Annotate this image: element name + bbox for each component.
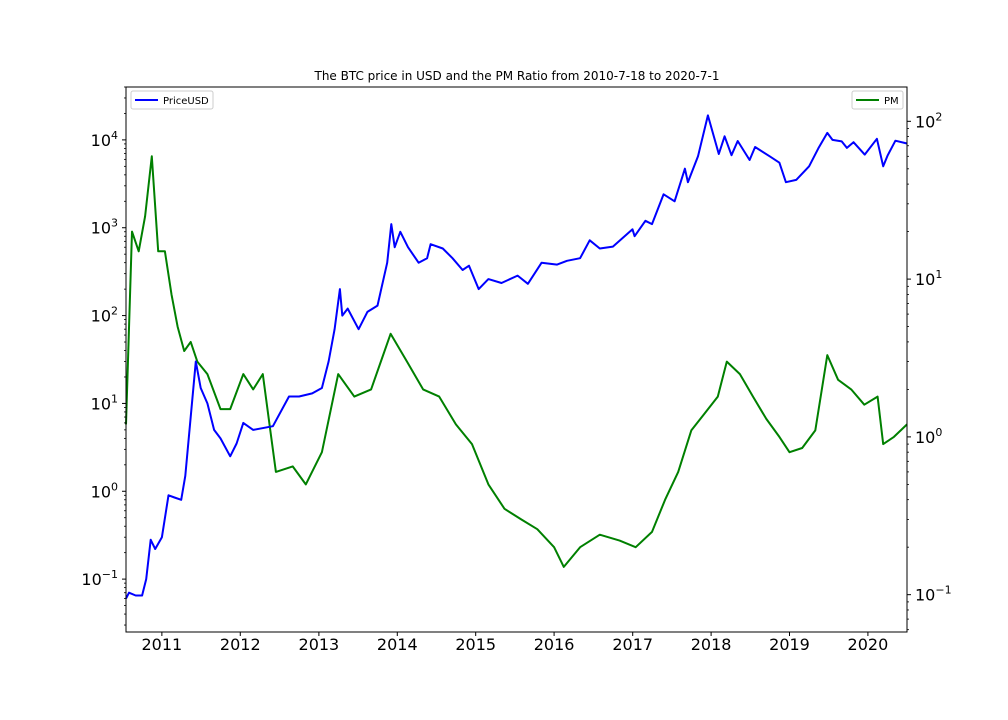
legend-left: PriceUSD bbox=[130, 90, 214, 110]
x-tick-label: 2013 bbox=[299, 635, 340, 654]
plot-frame bbox=[125, 86, 908, 633]
left-y-tick-label: 101 bbox=[91, 392, 118, 413]
legend-right: PM bbox=[851, 90, 904, 110]
left-y-axis: 10−1 100 101 102 103 104 bbox=[81, 86, 126, 626]
x-tick-label: 2019 bbox=[769, 635, 810, 654]
series-line-priceusd bbox=[125, 114, 908, 600]
x-tick-label: 2012 bbox=[220, 635, 261, 654]
right-y-tick-label: 100 bbox=[915, 426, 942, 447]
x-tick-label: 2018 bbox=[691, 635, 732, 654]
legend-left-box bbox=[130, 90, 214, 110]
x-tick-label: 2020 bbox=[848, 635, 889, 654]
x-tick-label: 2014 bbox=[377, 635, 418, 654]
right-y-tick-label: 10−1 bbox=[915, 584, 952, 605]
legend-pm-label: PM bbox=[884, 96, 899, 107]
legend-priceusd-label: PriceUSD bbox=[163, 96, 209, 107]
left-y-tick-label: 10−1 bbox=[81, 568, 118, 589]
x-axis: 2011 2012 2013 2014 2015 2016 2017 2018 2019 2020 bbox=[142, 632, 889, 654]
x-tick-label: 2011 bbox=[142, 635, 183, 654]
left-y-tick-label: 104 bbox=[91, 129, 118, 150]
x-tick-label: 2016 bbox=[534, 635, 575, 654]
plot-lines bbox=[125, 114, 908, 600]
chart-title: The BTC price in USD and the PM Ratio fr… bbox=[314, 69, 720, 83]
x-tick-label: 2017 bbox=[612, 635, 653, 654]
right-y-axis: 10−1 100 101 102 bbox=[907, 110, 952, 631]
left-y-tick-label: 102 bbox=[91, 305, 118, 326]
left-y-tick-label: 103 bbox=[91, 217, 118, 238]
x-tick-label: 2015 bbox=[455, 635, 496, 654]
left-y-tick-label: 100 bbox=[91, 480, 118, 501]
right-y-tick-label: 102 bbox=[915, 110, 942, 131]
series-line-pm bbox=[125, 155, 908, 568]
right-y-tick-label: 101 bbox=[915, 268, 942, 289]
